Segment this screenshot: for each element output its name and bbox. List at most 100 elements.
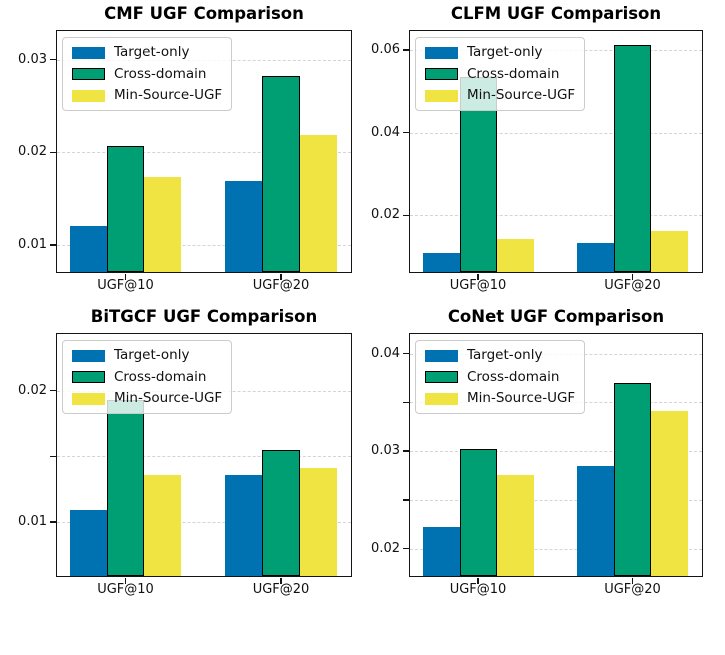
legend-swatch-target-only — [72, 46, 105, 59]
y-tick-label: 0.01 — [18, 237, 47, 253]
legend-item: Cross-domain — [72, 66, 222, 83]
y-tick-label: 0.04 — [371, 345, 400, 361]
y-tick-mark — [49, 151, 56, 154]
legend-swatch-min-source-ugf — [425, 89, 458, 102]
x-tick-label: UGF@10 — [97, 278, 154, 293]
y-tick-mark — [402, 131, 409, 134]
gridline — [410, 215, 702, 217]
legend-item: Min-Source-UGF — [72, 390, 222, 407]
bar-min-source-ugf-ugf-10 — [496, 474, 534, 576]
y-tick-mark — [49, 58, 56, 61]
bar-min-source-ugf-ugf-10 — [496, 238, 534, 272]
legend-swatch-min-source-ugf — [72, 392, 105, 405]
gridline — [410, 451, 702, 453]
bar-min-source-ugf-ugf-20 — [651, 411, 688, 576]
legend-swatch-target-only — [425, 349, 458, 362]
bar-cross-domain-ugf-20 — [262, 75, 300, 272]
legend-swatch-min-source-ugf — [425, 392, 458, 405]
bar-min-source-ugf-ugf-20 — [299, 468, 337, 576]
y-tick-mark — [49, 521, 56, 523]
legend-label: Target-only — [114, 44, 190, 60]
bar-cross-domain-ugf-10 — [459, 449, 497, 576]
legend-label: Target-only — [114, 347, 190, 363]
legend: Target-only Cross-domain Min-Source-UGF — [62, 340, 233, 414]
legend-label: Cross-domain — [467, 65, 560, 82]
x-tick-label: UGF@20 — [604, 278, 661, 293]
legend-swatch-cross-domain — [72, 371, 105, 383]
legend-item: Target-only — [72, 347, 222, 364]
gridline — [57, 245, 351, 247]
bar-min-source-ugf-ugf-10 — [144, 474, 182, 576]
y-tick-mark — [402, 49, 409, 51]
legend: Target-only Cross-domain Min-Source-UGF — [415, 340, 586, 414]
plot-area-conet: 0.02 0.03 0.04 UGF@10 UGF@20 Target-only Cross… — [371, 333, 703, 597]
legend-item: Min-Source-UGF — [72, 87, 222, 104]
legend-label: Min-Source-UGF — [467, 87, 576, 103]
bar-target-only-ugf-20 — [225, 181, 263, 272]
legend-label: Min-Source-UGF — [114, 87, 223, 103]
y-tick-label: 0.04 — [371, 124, 400, 140]
plot-area-clfm: 0.02 0.04 0.06 UGF@10 UGF@20 Target-only Cross… — [371, 30, 703, 293]
x-tick-label: UGF@20 — [252, 582, 310, 597]
legend: Target-only Cross-domain Min-Source-UGF — [415, 37, 586, 111]
legend-label: Cross-domain — [467, 368, 560, 385]
bar-target-only-ugf-10 — [69, 225, 107, 272]
y-tick-label: 0.02 — [18, 144, 47, 160]
x-tick-mark — [631, 577, 634, 584]
bar-min-source-ugf-ugf-20 — [651, 231, 688, 272]
x-tick-mark — [124, 577, 127, 584]
legend-label: Target-only — [467, 44, 543, 60]
x-tick-mark — [631, 273, 634, 280]
bar-target-only-ugf-10 — [422, 252, 460, 272]
y-tick-label: 0.01 — [18, 514, 47, 530]
x-tick-label: UGF@10 — [97, 582, 154, 597]
x-tick-mark — [477, 273, 479, 280]
chart-title-bitgcf: BiTGCF UGF Comparison — [90, 307, 318, 326]
bar-cross-domain-ugf-20 — [614, 382, 651, 576]
legend-swatch-min-source-ugf — [72, 89, 105, 102]
y-tick-mark — [49, 455, 56, 458]
y-tick-mark — [49, 389, 56, 392]
x-tick-mark — [280, 273, 282, 280]
x-tick-mark — [280, 577, 282, 584]
gridline — [57, 152, 351, 154]
legend-item: Target-only — [425, 347, 575, 364]
legend-item: Cross-domain — [425, 66, 575, 83]
bar-target-only-ugf-10 — [422, 527, 460, 576]
legend-label: Min-Source-UGF — [467, 390, 576, 406]
legend-label: Target-only — [467, 347, 543, 363]
legend-item: Min-Source-UGF — [425, 87, 575, 104]
legend-label: Cross-domain — [114, 368, 207, 385]
bar-min-source-ugf-ugf-10 — [144, 177, 182, 272]
y-tick-mark — [402, 499, 409, 501]
y-tick-mark — [402, 450, 409, 452]
legend-swatch-cross-domain — [425, 68, 458, 80]
bar-min-source-ugf-ugf-20 — [299, 134, 337, 272]
chart-bitgcf: BiTGCF UGF Comparison 0.01 0.02 UGF@10 UGF@… — [18, 307, 352, 597]
legend-swatch-target-only — [425, 46, 458, 59]
y-tick-mark — [402, 352, 409, 355]
legend-item: Target-only — [72, 44, 222, 61]
x-tick-mark — [124, 273, 127, 280]
bar-target-only-ugf-20 — [577, 242, 614, 272]
y-tick-mark — [49, 244, 56, 246]
legend-item: Target-only — [425, 44, 575, 61]
gridline — [57, 456, 351, 458]
chart-cmf: CMF UGF Comparison 0.01 0.02 0.03 UGF@10 UGF… — [18, 4, 352, 293]
x-tick-label: UGF@10 — [449, 582, 507, 597]
legend-item: Min-Source-UGF — [425, 390, 575, 407]
legend-item: Cross-domain — [425, 369, 575, 386]
x-tick-label: UGF@10 — [449, 278, 507, 293]
chart-title-conet: CoNet UGF Comparison — [447, 307, 665, 326]
chart-clfm: CLFM UGF Comparison 0.02 0.04 0.06 UGF@10 UG… — [371, 4, 703, 293]
bar-cross-domain-ugf-10 — [106, 145, 145, 272]
legend: Target-only Cross-domain Min-Source-UGF — [62, 37, 233, 111]
gridline — [410, 499, 702, 501]
y-tick-label: 0.06 — [371, 42, 400, 57]
gridline — [410, 132, 702, 134]
bar-target-only-ugf-10 — [69, 510, 107, 576]
legend-item: Cross-domain — [72, 369, 222, 386]
x-tick-mark — [477, 577, 479, 584]
bar-target-only-ugf-20 — [225, 474, 263, 576]
